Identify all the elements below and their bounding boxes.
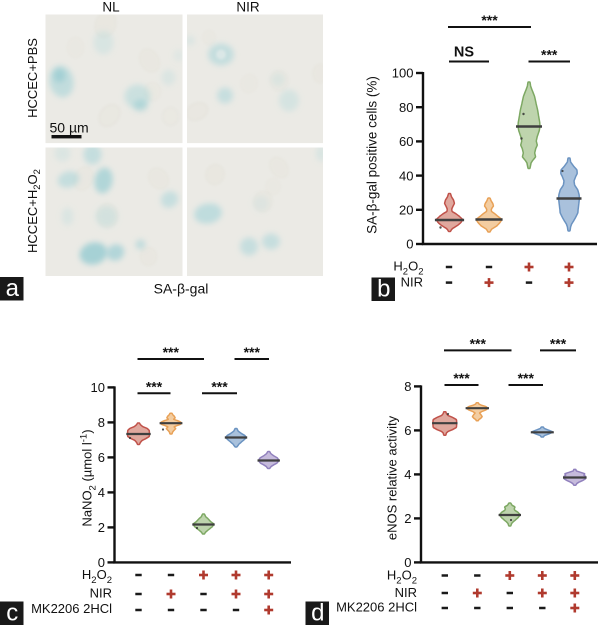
svg-text:40: 40 — [399, 168, 413, 183]
svg-text:8: 8 — [98, 415, 105, 430]
svg-text:NIR: NIR — [90, 586, 112, 601]
svg-text:c: c — [6, 600, 18, 625]
svg-text:NIR: NIR — [395, 585, 417, 600]
svg-text:80: 80 — [399, 100, 413, 115]
svg-text:NS: NS — [454, 45, 474, 61]
svg-text:H2O2: H2O2 — [393, 259, 423, 278]
svg-text:0: 0 — [406, 237, 413, 252]
svg-text:***: *** — [470, 335, 487, 351]
svg-text:0: 0 — [98, 555, 105, 570]
svg-text:SA-β-gal positive cells (%): SA-β-gal positive cells (%) — [365, 76, 380, 234]
svg-text:0: 0 — [404, 555, 411, 570]
svg-text:HCCEC+H2O2: HCCEC+H2O2 — [25, 169, 43, 253]
svg-text:eNOS relative activity: eNOS relative activity — [385, 415, 400, 540]
svg-text:***: *** — [163, 344, 180, 360]
svg-text:HCCEC+PBS: HCCEC+PBS — [25, 38, 40, 118]
svg-text:4: 4 — [404, 467, 411, 482]
svg-text:a: a — [6, 275, 20, 302]
svg-text:6: 6 — [98, 450, 105, 465]
svg-text:b: b — [377, 276, 390, 303]
svg-text:***: *** — [481, 12, 498, 28]
svg-text:H2O2: H2O2 — [82, 567, 112, 586]
svg-text:NaNO2 (µmol l-1): NaNO2 (µmol l-1) — [78, 429, 98, 526]
svg-text:NL: NL — [102, 0, 120, 15]
svg-text:***: *** — [518, 370, 535, 386]
svg-text:6: 6 — [404, 423, 411, 438]
svg-text:MK2206 2HCl: MK2206 2HCl — [336, 600, 417, 615]
svg-text:10: 10 — [91, 380, 105, 395]
svg-text:***: *** — [211, 378, 228, 394]
svg-text:60: 60 — [399, 134, 413, 149]
svg-text:MK2206 2HCl: MK2206 2HCl — [31, 601, 112, 616]
svg-text:***: *** — [244, 344, 261, 360]
svg-text:SA-β-gal: SA-β-gal — [154, 281, 209, 297]
svg-text:NIR: NIR — [401, 275, 423, 290]
svg-text:d: d — [311, 600, 324, 625]
svg-text:***: *** — [146, 378, 163, 394]
svg-text:***: *** — [453, 370, 470, 386]
svg-text:20: 20 — [399, 203, 413, 218]
svg-text:100: 100 — [392, 66, 414, 81]
svg-text:***: *** — [550, 335, 567, 351]
svg-text:4: 4 — [98, 485, 105, 500]
svg-text:NIR: NIR — [236, 0, 260, 15]
svg-text:H2O2: H2O2 — [387, 567, 417, 586]
svg-text:8: 8 — [404, 379, 411, 394]
svg-text:50 µm: 50 µm — [50, 120, 89, 136]
svg-text:2: 2 — [404, 511, 411, 526]
svg-text:2: 2 — [98, 520, 105, 535]
svg-text:***: *** — [541, 47, 558, 63]
